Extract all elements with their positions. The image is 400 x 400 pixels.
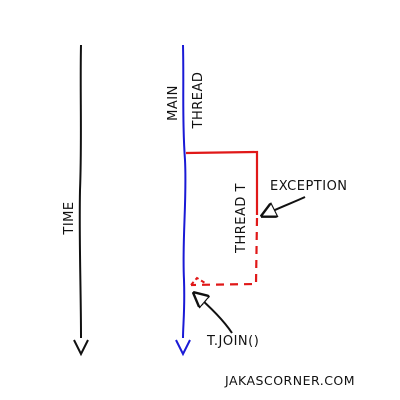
thread-t-label: THREAD T xyxy=(234,183,249,254)
watermark-text: JAKASCORNER.COM xyxy=(224,373,355,388)
main-thread-arrowhead xyxy=(175,339,191,357)
thread-t-solid-line xyxy=(185,150,259,215)
thread-t-join-hook xyxy=(190,276,206,286)
main-thread-label-line1: MAIN xyxy=(166,85,181,121)
time-axis-arrowhead xyxy=(73,339,89,357)
time-label: TIME xyxy=(62,201,77,235)
main-thread-line xyxy=(182,44,187,339)
exception-label: EXCEPTION xyxy=(270,179,348,194)
main-thread-label-line2: THREAD xyxy=(191,72,206,130)
join-label: T.JOIN() xyxy=(206,334,259,349)
exception-arrow xyxy=(262,196,306,216)
time-axis-line xyxy=(78,44,82,339)
join-arrow xyxy=(194,293,233,334)
